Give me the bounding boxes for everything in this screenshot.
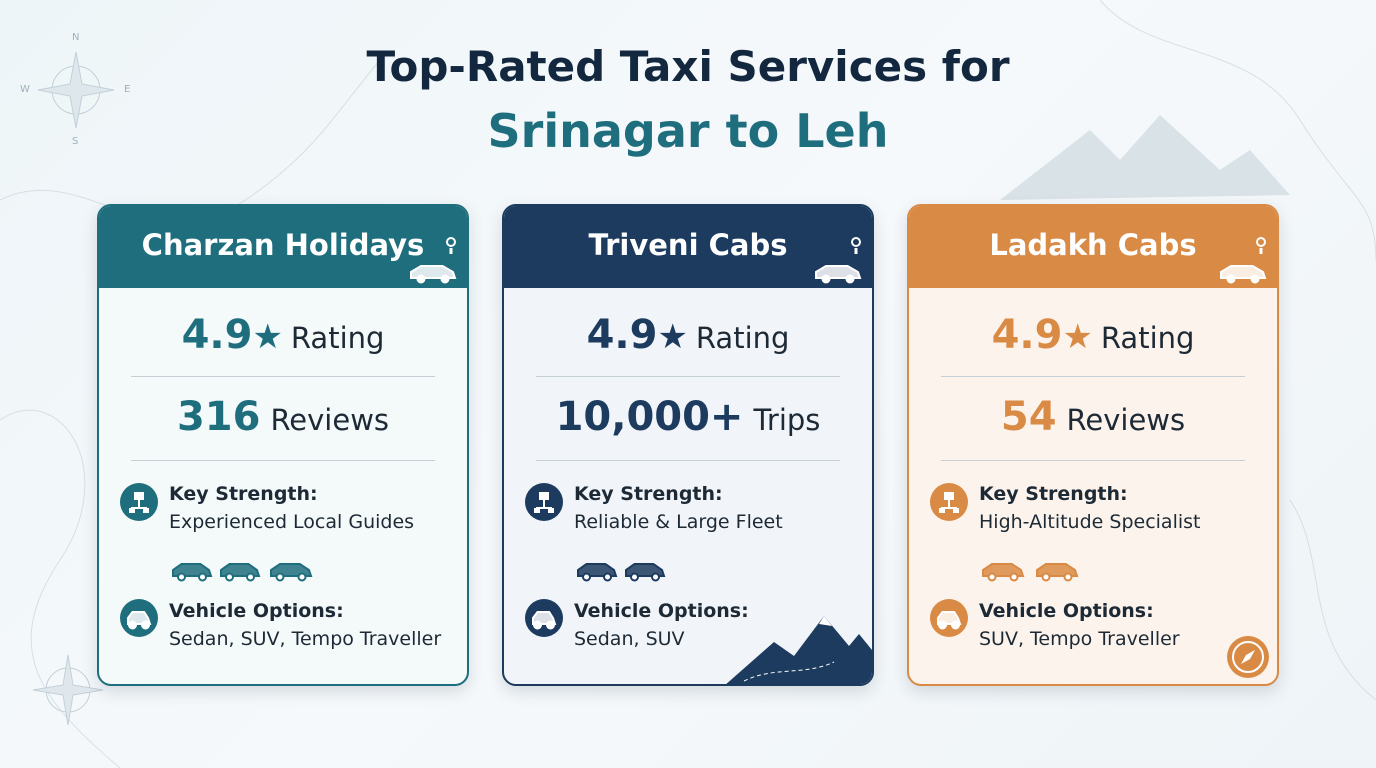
rating-value: 4.9 <box>586 312 658 358</box>
strength-icon-svg <box>525 483 563 521</box>
fleet-icons-svg <box>577 563 666 582</box>
vehicles-value: Sedan, SUV <box>574 628 685 650</box>
divider <box>536 376 840 377</box>
vehicle-icon <box>929 598 969 642</box>
stat-label: Trips <box>753 403 821 437</box>
stat-label: Reviews <box>1066 403 1186 437</box>
strength-icon-svg <box>120 483 158 521</box>
compass-letter: W <box>20 84 30 95</box>
compass-letter: S <box>72 136 79 147</box>
rating-row: 4.9★ Rating <box>909 312 1277 358</box>
rating-row: 4.9★ Rating <box>99 312 467 358</box>
fleet-icons <box>981 560 1131 590</box>
strength-label: Key Strength: <box>979 483 1128 505</box>
header-icons-svg <box>410 237 457 284</box>
star: ★ <box>1062 317 1093 357</box>
card-name: Ladakh Cabs <box>989 228 1197 262</box>
rating-value: 4.9 <box>181 312 253 358</box>
card: Ladakh Cabs 4.9★ Rating 54 Reviews Key Streng… <box>907 204 1279 686</box>
compass-letter: N <box>72 32 80 43</box>
strength-icon-svg <box>930 483 968 521</box>
divider <box>131 376 435 377</box>
vehicles-label: Vehicle Options: <box>979 600 1154 622</box>
rating-value: 4.9 <box>991 312 1063 358</box>
divider <box>941 460 1245 461</box>
mountain-art-svg <box>726 616 872 684</box>
rating-row: 4.9★ Rating <box>504 312 872 358</box>
fleet-icons-svg <box>982 563 1079 582</box>
card-header <box>504 206 872 288</box>
stat-row: 10,000+ Trips <box>504 394 872 440</box>
header-icons <box>403 236 463 292</box>
fleet-icons <box>576 560 726 590</box>
strength-value: Experienced Local Guides <box>169 511 415 533</box>
strength-value: High-Altitude Specialist <box>979 511 1201 533</box>
fleet-icons-svg <box>172 563 313 582</box>
star: ★ <box>252 317 283 357</box>
stat-value: 10,000+ <box>555 394 744 440</box>
divider <box>131 460 435 461</box>
card-header <box>909 206 1277 288</box>
title: Top-Rated Taxi Services for <box>366 42 1010 91</box>
vehicle-icon-svg <box>930 599 968 637</box>
vehicle-icon-svg <box>120 599 158 637</box>
vehicles-value: Sedan, SUV, Tempo Traveller <box>169 628 442 650</box>
rating-label: Rating <box>290 321 385 355</box>
header-icons <box>808 236 868 292</box>
rating-label: Rating <box>1100 321 1195 355</box>
compass-badge <box>1225 634 1271 684</box>
fleet-icons <box>171 560 321 590</box>
stat-row: 54 Reviews <box>909 394 1277 440</box>
star: ★ <box>657 317 688 357</box>
vehicle-icon <box>119 598 159 642</box>
divider <box>941 376 1245 377</box>
mountain-art <box>724 606 872 684</box>
header-icons-svg <box>815 237 862 284</box>
subtitle: Srinagar to Leh <box>487 104 889 158</box>
divider <box>536 460 840 461</box>
strength-value: Reliable & Large Fleet <box>574 511 783 533</box>
strength-icon <box>524 482 564 526</box>
vehicle-icon <box>524 598 564 642</box>
strength-icon <box>119 482 159 526</box>
vehicles-label: Vehicle Options: <box>169 600 344 622</box>
compass-badge-svg <box>1227 636 1269 678</box>
card: Charzan Holidays 4.9★ Rating 316 Reviews Key … <box>97 204 469 686</box>
card-name: Triveni Cabs <box>588 228 788 262</box>
stat-row: 316 Reviews <box>99 394 467 440</box>
vehicles-value: SUV, Tempo Traveller <box>979 628 1180 650</box>
stat-value: 316 <box>176 394 261 440</box>
strength-label: Key Strength: <box>169 483 318 505</box>
vehicle-icon-svg <box>525 599 563 637</box>
card-name: Charzan Holidays <box>141 228 425 262</box>
compass-letter: E <box>124 84 131 95</box>
header-icons-svg <box>1220 237 1267 284</box>
card: Triveni Cabs 4.9★ Rating 10,000+ Trips Key St… <box>502 204 874 686</box>
header-icons <box>1213 236 1273 292</box>
strength-label: Key Strength: <box>574 483 723 505</box>
vehicles-label: Vehicle Options: <box>574 600 749 622</box>
rating-label: Rating <box>695 321 790 355</box>
strength-icon <box>929 482 969 526</box>
card-header <box>99 206 467 288</box>
stat-value: 54 <box>1000 394 1057 440</box>
stat-label: Reviews <box>270 403 390 437</box>
